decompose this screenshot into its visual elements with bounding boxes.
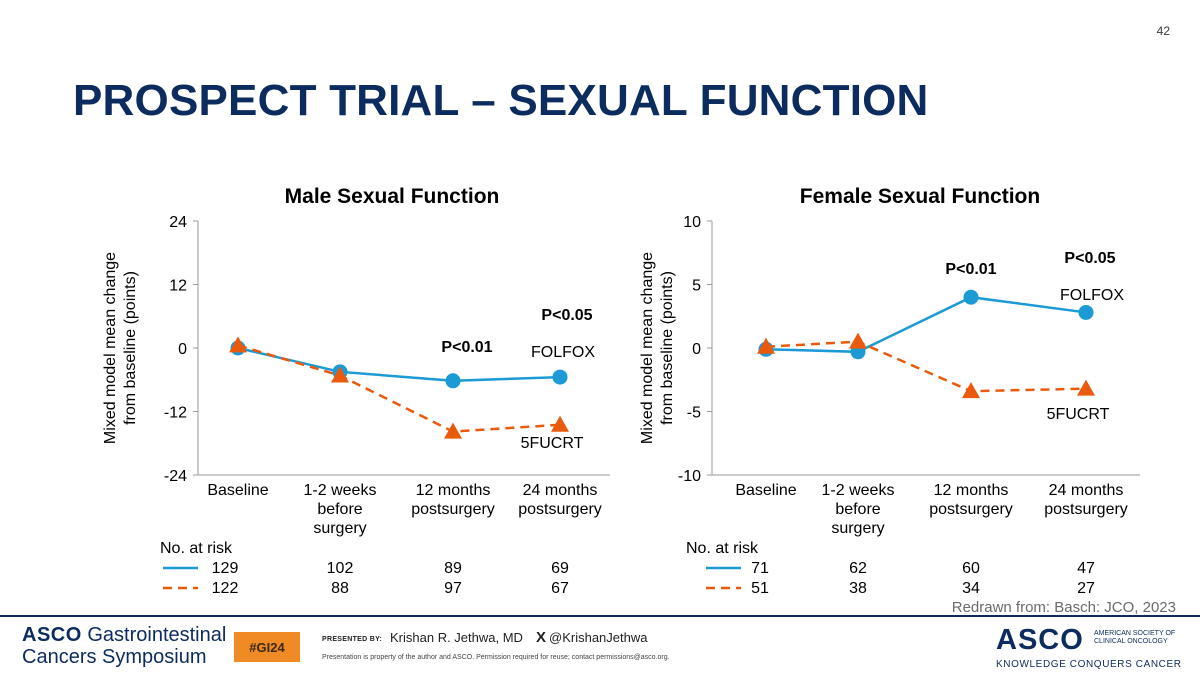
p-value-annotation: P<0.05 [541,307,592,324]
series-line-5fucrt [237,344,561,433]
risk-count: 71 [751,560,769,577]
risk-count: 62 [849,560,867,577]
x-tick-label: 12 months [416,482,491,499]
series-label: FOLFOX [1060,287,1124,304]
data-point-5fucrt [1077,379,1095,396]
data-point-5fucrt [331,366,349,383]
hashtag-badge: #GI24 [234,632,300,662]
series-line-folfox [765,295,1087,354]
x-tick-label: surgery [831,520,884,537]
footer-divider [0,615,1200,617]
risk-count: 34 [962,580,980,597]
x-tick-label: 1-2 weeks [822,482,895,499]
slide-number: 42 [1156,24,1170,38]
y-tick-label: 5 [692,278,701,295]
risk-table-label: No. at risk [160,540,233,557]
asco-logo: ASCO AMERICAN SOCIETY OF CLINICAL ONCOLO… [996,625,1182,670]
logo-line1: Gastrointestinal [87,624,227,646]
data-point-folfox [1078,304,1094,320]
x-logo-icon: X [536,629,547,646]
data-point-folfox [963,289,979,305]
x-tick-label: surgery [313,520,366,537]
risk-count: 38 [849,580,867,597]
risk-count: 27 [1077,580,1095,597]
risk-count: 51 [751,580,769,597]
risk-table-label: No. at risk [686,540,759,557]
logo-line2: Cancers Symposium [22,646,207,668]
risk-count: 60 [962,560,980,577]
x-tick-label: postsurgery [1044,501,1128,518]
y-axis-label: Mixed model mean change [102,252,119,444]
x-tick-label: Baseline [735,482,796,499]
risk-count: 69 [551,560,569,577]
chart-title: Female Sexual Function [800,185,1040,208]
x-tick-label: 12 months [934,482,1009,499]
symposium-logo: ASCO Gastrointestinal Cancers Symposium [22,624,226,668]
presenter-name: Krishan R. Jethwa, MD [390,630,523,645]
p-value-annotation: P<0.01 [441,339,492,356]
x-tick-label: postsurgery [411,501,495,518]
data-point-5fucrt [849,332,867,349]
society-name: AMERICAN SOCIETY OF CLINICAL ONCOLOGY [1094,630,1176,645]
series-label: FOLFOX [531,344,595,361]
data-point-folfox [552,369,568,385]
y-tick-label: -12 [164,405,187,422]
risk-count: 67 [551,580,569,597]
risk-count: 122 [212,580,239,597]
data-point-5fucrt [757,337,775,354]
x-tick-label: Baseline [207,482,268,499]
presented-by-label: PRESENTED BY: [322,636,383,643]
risk-count: 88 [331,580,349,597]
chart-title: Male Sexual Function [285,185,500,208]
asco-tagline: KNOWLEDGE CONQUERS CANCER [996,659,1182,670]
x-tick-label: postsurgery [929,501,1013,518]
series-label: 5FUCRT [1047,406,1110,423]
y-tick-label: 0 [178,341,187,358]
x-tick-label: 24 months [1049,482,1124,499]
risk-count: 129 [212,560,239,577]
x-tick-label: 24 months [523,482,598,499]
series-line-folfox [237,346,561,383]
series-line-5fucrt [765,340,1087,393]
x-tick-label: before [317,501,362,518]
y-axis-label: from baseline (points) [659,271,676,425]
slide-title: PROSPECT TRIAL – SEXUAL FUNCTION [73,76,929,125]
y-axis-label: from baseline (points) [122,271,139,425]
y-tick-label: -10 [678,468,701,485]
data-point-folfox [445,373,461,389]
y-tick-label: 24 [169,214,187,231]
handle-text: @KrishanJethwa [549,630,648,645]
x-tick-label: before [835,501,880,518]
x-handle: X @KrishanJethwa [536,629,647,646]
data-point-5fucrt [962,382,980,399]
risk-count: 102 [327,560,354,577]
y-tick-label: -5 [687,405,701,422]
p-value-annotation: P<0.01 [945,261,996,278]
permission-notice: Presentation is property of the author a… [322,654,670,661]
logo-brand: ASCO [22,624,82,646]
charts-canvas: Male Sexual Function 24 12 0 -12 -24 Mixed mod… [102,185,1140,597]
y-tick-label: -24 [164,468,187,485]
series-label: 5FUCRT [521,435,584,452]
y-tick-label: 0 [692,341,701,358]
risk-count: 89 [444,560,462,577]
x-tick-label: 1-2 weeks [304,482,377,499]
y-tick-label: 12 [169,278,187,295]
risk-count: 97 [444,580,462,597]
data-point-5fucrt [551,415,569,432]
asco-wordmark: ASCO [996,624,1084,656]
source-credit: Redrawn from: Basch: JCO, 2023 [951,599,1176,616]
p-value-annotation: P<0.05 [1064,250,1115,267]
y-axis-label: Mixed model mean change [639,252,656,444]
data-point-5fucrt [229,336,247,353]
y-tick-label: 10 [683,214,701,231]
risk-count: 47 [1077,560,1095,577]
data-point-5fucrt [444,422,462,439]
x-tick-label: postsurgery [518,501,602,518]
